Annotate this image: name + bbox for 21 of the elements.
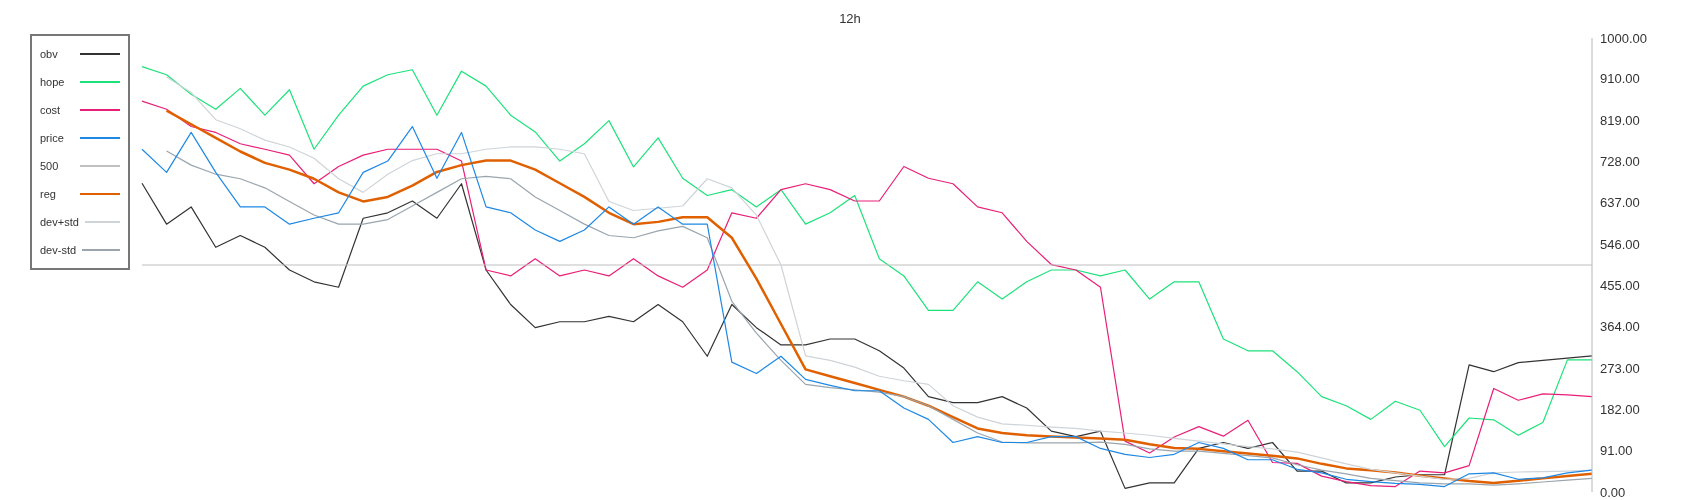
y-tick-label: 819.00 [1600,112,1640,128]
y-tick-label: 273.00 [1600,360,1640,376]
y-tick-label: 455.00 [1600,278,1640,294]
y-tick-label: 364.00 [1600,319,1640,335]
legend-label: dev-std [40,244,77,256]
legend-label: obv [40,48,58,60]
y-tick-label: 1000.00 [1600,30,1647,46]
legend-label: 500 [40,160,59,172]
legend-label: price [40,132,64,144]
legend-label: hope [40,76,65,88]
legend-label: reg [40,188,56,200]
y-tick-label: 910.00 [1600,71,1640,87]
y-tick-label: 637.00 [1600,195,1640,211]
y-tick-label: 0.00 [1600,484,1626,500]
y-tick-label: 91.00 [1600,443,1633,459]
y-tick-label: 182.00 [1600,401,1640,417]
y-tick-label: 728.00 [1600,154,1640,170]
chart-title: 12h [838,10,862,28]
y-tick-label: 546.00 [1600,236,1640,252]
legend-label: cost [40,104,61,116]
legend-label: dev+std [40,216,79,228]
